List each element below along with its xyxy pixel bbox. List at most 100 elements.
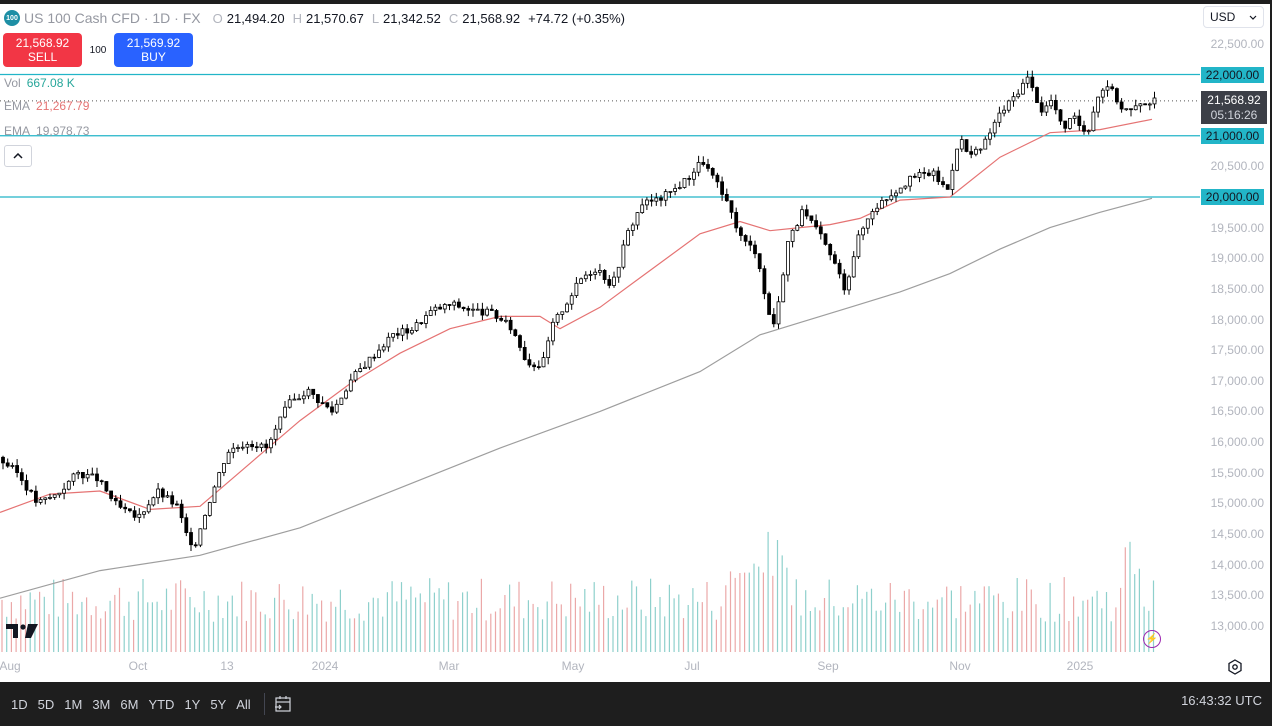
price-chart-canvas[interactable] (0, 0, 1200, 655)
candle-body (71, 473, 76, 482)
high-key: H (292, 10, 302, 26)
time-axis-label: Nov (949, 659, 971, 673)
candle-body (950, 169, 955, 190)
candle-body (330, 406, 334, 413)
candle-body (753, 244, 757, 255)
candle-body (706, 164, 710, 169)
candle-body (207, 502, 212, 516)
time-axis-label: Aug (0, 659, 21, 673)
candle-body (466, 308, 471, 311)
quantity-value[interactable]: 100 (89, 44, 107, 56)
candle-body (315, 394, 320, 404)
candle-body (1021, 82, 1025, 95)
candle-body (90, 473, 95, 476)
candle-body (193, 544, 198, 547)
candle-body (372, 356, 377, 359)
candle-body (569, 295, 574, 305)
range-all[interactable]: All (236, 696, 251, 712)
currency-select[interactable]: USD (1203, 6, 1264, 28)
candle-body (588, 273, 593, 276)
indicator-ema-slow[interactable]: EMA 19,978.73 (4, 124, 89, 138)
calendar-goto-date-icon[interactable] (273, 694, 293, 714)
candle-body (137, 513, 142, 518)
trade-panel: 21,568.92 SELL 100 21,569.92 BUY (3, 33, 193, 67)
candle-body (381, 346, 386, 351)
candle-body (908, 175, 912, 187)
candle-body (659, 197, 663, 201)
range-1y[interactable]: 1Y (184, 696, 201, 712)
range-1m[interactable]: 1M (64, 696, 83, 712)
candle-body (1, 456, 5, 464)
lightning-icon[interactable]: ⚡ (1143, 630, 1161, 648)
candle-body (10, 465, 15, 467)
buy-button[interactable]: 21,569.92 BUY (114, 33, 193, 67)
range-ytd[interactable]: YTD (148, 696, 175, 712)
candle-body (1068, 118, 1072, 129)
candle-body (325, 402, 330, 408)
candle-body (663, 191, 668, 201)
candle-body (245, 443, 250, 448)
indicator-volume[interactable]: Vol 667.08 K (4, 76, 75, 90)
candle-body (494, 310, 499, 319)
candle-body (395, 333, 400, 336)
candle-body (1077, 115, 1082, 126)
candle-body (386, 336, 391, 348)
candle-body (1133, 105, 1138, 111)
candle-body (259, 443, 264, 449)
candle-body (485, 308, 490, 316)
range-5y[interactable]: 5Y (210, 696, 227, 712)
indicator-ema-fast[interactable]: EMA 21,267.79 (4, 99, 89, 113)
settings-gear-icon[interactable] (1227, 659, 1243, 675)
range-5d[interactable]: 5D (37, 696, 55, 712)
candle-body (1110, 86, 1115, 90)
price-axis-label: 15,000.00 (1210, 496, 1264, 511)
candle-body (936, 170, 941, 183)
symbol-title[interactable]: US 100 Cash CFD · 1D · FX (24, 10, 201, 26)
candle-body (734, 211, 739, 229)
candle-body (240, 446, 245, 449)
candle-body (146, 504, 151, 513)
candle-body (226, 451, 231, 464)
candle-body (1072, 115, 1077, 119)
candle-body (696, 161, 701, 173)
range-1d[interactable]: 1D (11, 696, 28, 712)
utc-clock[interactable]: 16:43:32 UTC (1181, 693, 1262, 708)
candle-body (978, 148, 983, 151)
collapse-legend-button[interactable] (4, 145, 32, 167)
candle-body (1096, 96, 1100, 113)
close-key: C (448, 10, 459, 26)
buy-label: BUY (141, 50, 166, 64)
candle-body (127, 508, 132, 512)
candle-body (99, 480, 104, 483)
candle-body (1006, 100, 1011, 111)
bottom-toolbar (0, 682, 1272, 726)
time-axis-label: Jul (684, 659, 700, 673)
candle-body (198, 528, 203, 546)
candle-body (795, 225, 800, 231)
candle-body (15, 465, 20, 473)
candle-body (729, 200, 734, 213)
currency-value: USD (1210, 10, 1236, 24)
sell-button[interactable]: 21,568.92 SELL (3, 33, 82, 67)
candle-body (174, 503, 179, 506)
candle-body (156, 488, 161, 499)
candle-body (109, 490, 113, 499)
candle-body (1119, 101, 1124, 110)
chevron-down-icon (1249, 15, 1257, 20)
candle-body (287, 399, 292, 408)
candle-body (508, 319, 513, 331)
candle-body (823, 233, 828, 245)
change-value: +74.72 (+0.35%) (528, 10, 625, 26)
candle-body (833, 254, 837, 264)
indicator-name: EMA (4, 124, 31, 138)
candle-body (602, 269, 607, 280)
candle-body (264, 443, 269, 449)
candle-body (231, 447, 236, 453)
range-6m[interactable]: 6M (120, 696, 139, 712)
candle-body (997, 112, 1002, 123)
price-axis-label: 17,500.00 (1210, 343, 1264, 358)
candle-body (767, 293, 771, 315)
candle-body (630, 224, 635, 231)
candle-body (1129, 108, 1133, 111)
range-3m[interactable]: 3M (92, 696, 111, 712)
